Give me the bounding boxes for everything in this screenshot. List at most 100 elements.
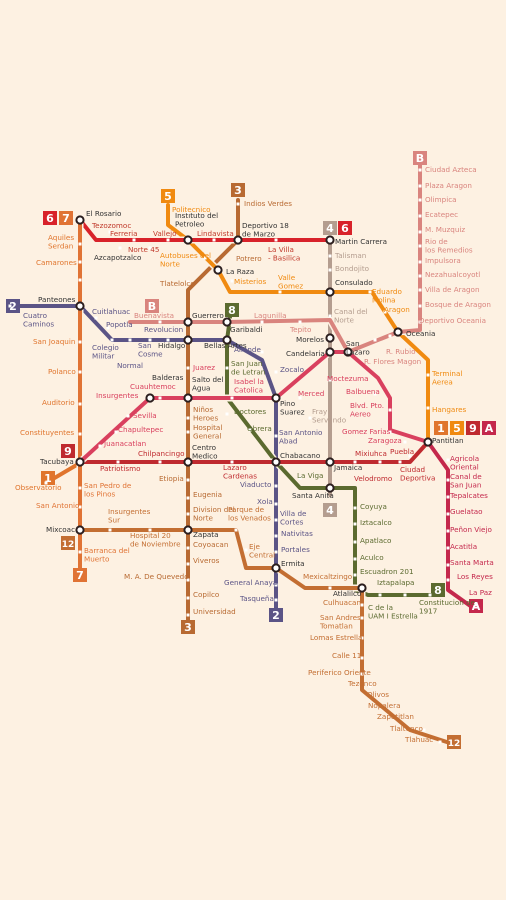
- station-observatorio-label: Observatorio: [15, 483, 62, 492]
- station-tlahuac-label: Tlahuac: [404, 735, 433, 744]
- station-universidad-label: Universidad: [193, 607, 236, 616]
- station-deportivo_18-label-line: de Marzo: [242, 230, 275, 239]
- station-apatlaco-dot: [353, 540, 357, 544]
- station-valle_gomez-label: Valle Gomez: [278, 273, 303, 291]
- station-viveros-label-line: Viveros: [193, 556, 220, 565]
- station-impulsora-label-line: Impulsora: [425, 256, 461, 265]
- station-ciudad_deportiva-label-line: Deportiva: [400, 474, 435, 483]
- station-xola-label-line: Xola: [257, 497, 273, 506]
- station-azcapotzalco-label-line: Azcapotzalco: [94, 253, 141, 262]
- station-division_norte-label-line: Norte: [193, 514, 214, 523]
- station-isabel_catolica-label: Isabel la Catolica: [234, 377, 264, 395]
- station-calle_11-dot: [360, 656, 364, 660]
- line-2-badge-label: 2: [272, 609, 280, 622]
- line-3-badge-label: 3: [234, 184, 242, 197]
- station-balbuena-label-line: Balbuena: [346, 387, 380, 396]
- station-ma_quevedo-label-line: M. A. De Quevedo: [124, 572, 189, 581]
- station-tlaltenco-label: Tlaltenco: [389, 724, 423, 733]
- station-morelos-transfer-dot: [325, 333, 335, 343]
- station-misterios-label-line: Misterios: [234, 277, 267, 286]
- station-garibaldi-transfer-dot: [222, 317, 232, 327]
- station-escuadron_201-label-line: Escuadron 201: [360, 567, 414, 576]
- station-jamaica-transfer-dot: [325, 457, 335, 467]
- line-3-badge: [231, 183, 245, 197]
- station-puebla-label: Puebla: [390, 447, 414, 456]
- station-fray_servando-label-line: Servando: [312, 416, 346, 425]
- station-zapotitlan-label: Zapotitlan: [377, 712, 414, 721]
- line-B: [128, 163, 422, 354]
- station-eduardo_molina-label: Eduardo Molina: [372, 287, 402, 305]
- station-san_antonio_abad-label: San Antonio Abad: [279, 428, 322, 446]
- station-coyuya-label: Coyuya: [360, 502, 387, 511]
- station-iztacalco-label-line: Iztacalco: [360, 518, 392, 527]
- line-6-badge: [43, 211, 57, 225]
- station-etiopia-dot: [186, 478, 190, 482]
- station-blvd_puerto_aereo-label-line: Blvd. Pto.: [350, 401, 384, 410]
- station-ciudad_deportiva-dot: [398, 460, 402, 464]
- station-santa_anita-transfer-dot: [325, 483, 335, 493]
- station-auditorio-dot: [78, 402, 82, 406]
- station-moctezuma-label-line: Moctezuma: [327, 374, 369, 383]
- station-vallejo-label-line: Vallejo: [153, 229, 177, 238]
- line-A-badge-label: A: [485, 422, 494, 435]
- station-tacubaya-label-line: Tacubaya: [39, 457, 74, 466]
- station-san_lazaro-label-line: San: [346, 339, 360, 348]
- station-la_viga-dot: [298, 476, 302, 480]
- station-etiopia-label: Etiopia: [159, 474, 184, 483]
- station-buenavista-dot: [158, 320, 162, 324]
- station-morelos-label-line: Morelos: [296, 335, 324, 344]
- station-universidad-dot: [186, 613, 190, 617]
- station-villa_cortes-label: Villa de Cortes: [280, 509, 307, 527]
- station-sevilla-label: Sevilla: [133, 411, 157, 420]
- station-ferreria-label: Ferreria: [110, 229, 138, 238]
- station-viveros-dot: [186, 562, 190, 566]
- station-instituto_petroleo-label-line: Petroleo: [175, 220, 204, 229]
- station-eugenia-dot: [186, 496, 190, 500]
- station-zapotitlan-dot: [404, 716, 408, 720]
- station-deportivo_oceania-label: Deportivo Oceania: [419, 316, 486, 325]
- station-cuitlahuac-dot: [94, 316, 98, 320]
- station-pino_suarez-label-line: Suarez: [280, 408, 305, 417]
- station-zocalo-dot: [274, 370, 278, 374]
- station-culhuacan-label: Culhuacan: [323, 598, 361, 607]
- station-ma_quevedo-label: M. A. De Quevedo: [124, 572, 189, 581]
- station-r_flores_magon-dot: [373, 338, 377, 342]
- station-la_viga-label-line: La Viga: [297, 471, 323, 480]
- station-rio_remedios-label-line: Rio de: [425, 237, 448, 246]
- station-ninos_heroes-dot: [186, 416, 190, 420]
- station-agricola_oriental-label-line: Agricola: [450, 454, 479, 463]
- station-doctores-label: Doctores: [234, 407, 266, 416]
- station-olivos-label-line: Olivos: [367, 690, 389, 699]
- station-deportivo_18-label: Deportivo 18 de Marzo: [242, 221, 289, 239]
- station-san_andres_tomatlan-label-line: San Andres: [320, 613, 361, 622]
- station-santa_marta-label: Santa Marta: [450, 558, 494, 567]
- line-12-badge-label: 12: [448, 739, 461, 749]
- station-guelatao-label: Guelatao: [450, 507, 483, 516]
- station-velodromo-dot: [378, 460, 382, 464]
- station-moctezuma-dot: [328, 378, 332, 382]
- station-coyoacan-label-line: Coyoacan: [193, 540, 228, 549]
- station-bosque_aragon-label-line: Bosque de Aragon: [425, 300, 491, 309]
- station-ma_quevedo-dot: [186, 578, 190, 582]
- station-san_lazaro-label-line: Lazaro: [346, 348, 370, 357]
- station-ninos_heroes-label-line: Niños: [193, 405, 213, 414]
- station-hospital_general-label-line: General: [193, 432, 221, 441]
- station-eduardo_molina-label-line: Molina: [372, 296, 396, 305]
- station-villa_aragon-dot: [418, 288, 422, 292]
- station-juarez-label-line: Juarez: [192, 363, 215, 372]
- station-agricola_oriental-label: Agricola Oriental: [450, 454, 479, 472]
- station-allende-dot: [260, 350, 264, 354]
- station-terminal_aerea-label: Terminal Aerea: [431, 369, 462, 387]
- station-ciudad_azteca-label-line: Ciudad Azteca: [425, 165, 477, 174]
- station-eje_central-label-line: Central: [249, 551, 275, 560]
- station-zapotitlan-label-line: Zapotitlan: [377, 712, 414, 721]
- metro-lines: [8, 163, 479, 749]
- station-acatitla-label: Acatitla: [450, 542, 477, 551]
- line-12-badge: [447, 735, 461, 749]
- station-villa_cortes-label-line: Villa de: [280, 509, 307, 518]
- station-tepito-label-line: Tepito: [289, 325, 311, 334]
- line-5-badge-label: 5: [164, 190, 172, 203]
- line-8-badge-label: 8: [228, 304, 236, 317]
- station-isabel_catolica-label-line: Isabel la: [234, 377, 264, 386]
- station-doctores-label-line: Doctores: [234, 407, 266, 416]
